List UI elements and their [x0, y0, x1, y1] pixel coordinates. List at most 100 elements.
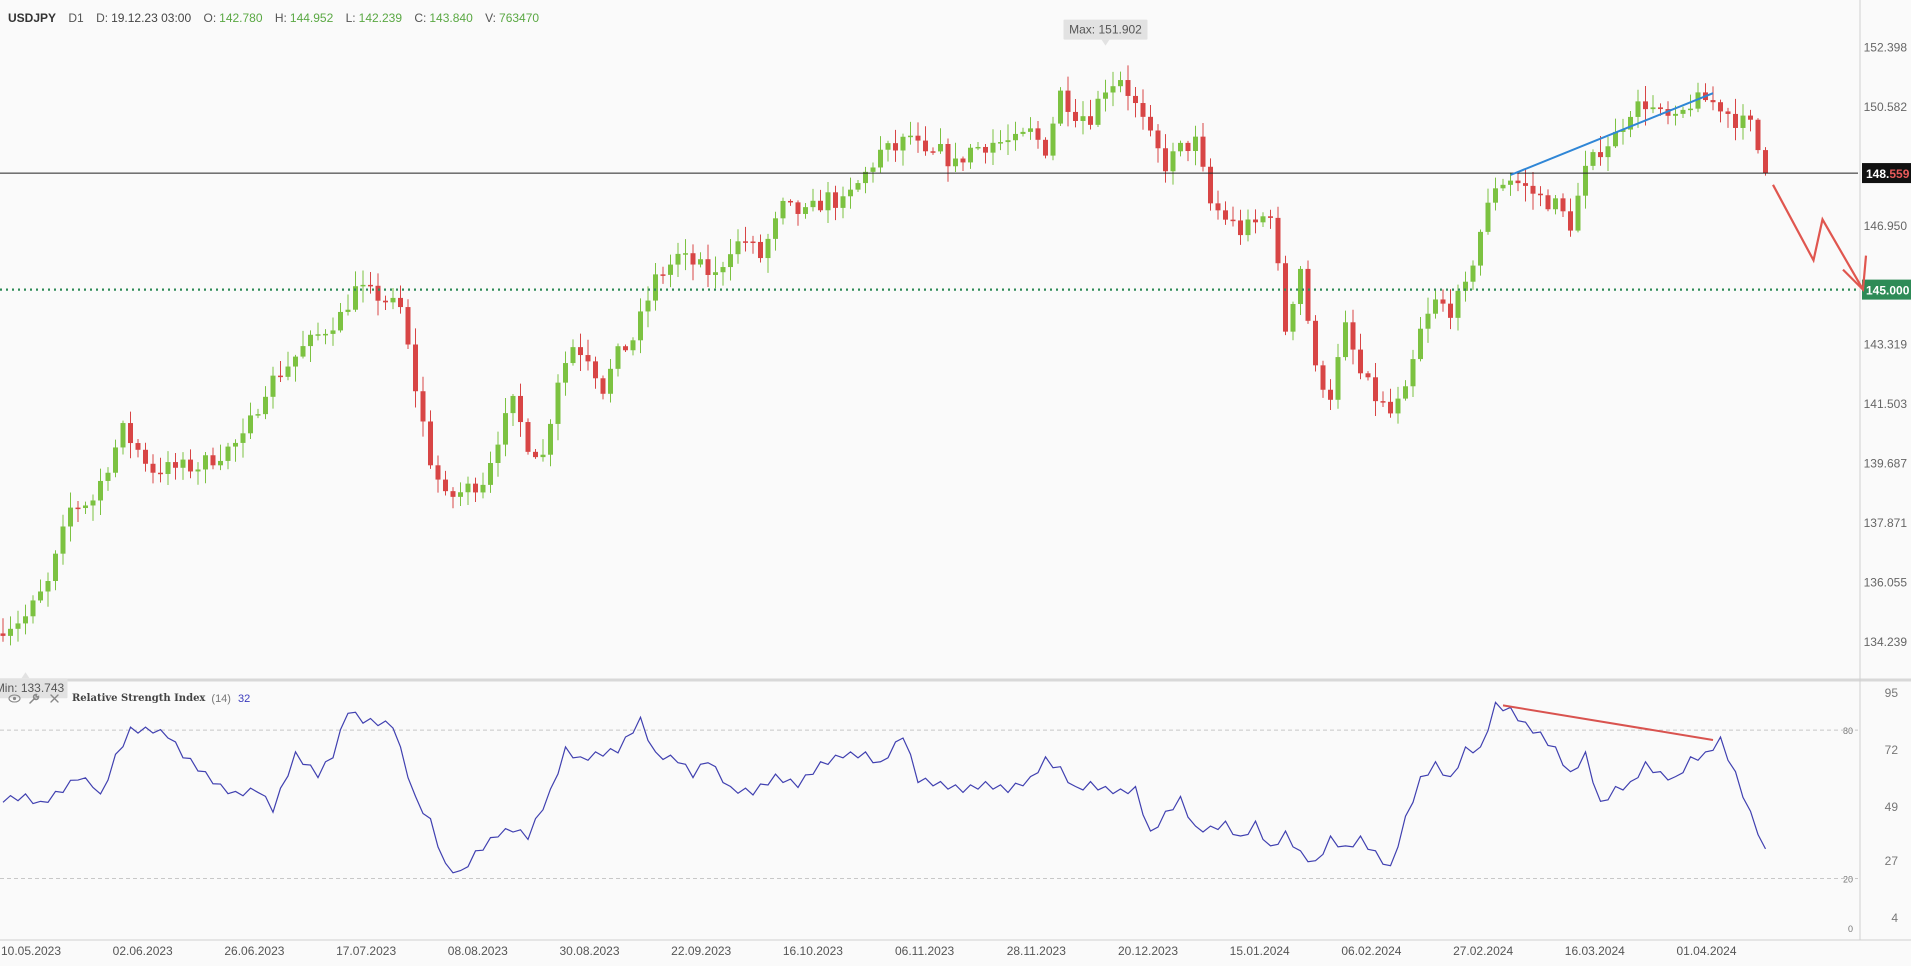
rsi-tick-label: 4 [1891, 911, 1898, 925]
candle-body [1500, 184, 1506, 189]
candle-body [803, 207, 808, 214]
candle-body [1553, 198, 1558, 210]
candle-body [135, 443, 141, 450]
time-tick-label: 01.04.2024 [1676, 944, 1736, 958]
candle-body [1635, 101, 1641, 117]
max-callout [1063, 19, 1148, 40]
candle-body [1185, 142, 1191, 152]
rsi-tick-label: 95 [1885, 686, 1899, 700]
candle-body [1110, 86, 1116, 93]
rsi-tick-label: 27 [1885, 854, 1899, 868]
candle-body [323, 333, 328, 336]
candle-body [855, 183, 861, 190]
candle-body [38, 591, 43, 601]
candle-body [1313, 320, 1318, 366]
candle-body [615, 346, 621, 369]
candle-body [1140, 103, 1146, 117]
volume-value: 763470 [499, 11, 540, 25]
candle-body [758, 241, 763, 259]
candle-body [15, 623, 21, 629]
candle-body [870, 167, 876, 172]
candle-body [1395, 398, 1401, 414]
candle-body [1658, 107, 1663, 110]
rsi-trendline [1502, 704, 1714, 741]
candle-body [120, 423, 126, 448]
candle-body [1080, 116, 1086, 121]
time-tick-label: 27.02.2024 [1453, 944, 1513, 958]
candle-body [465, 483, 471, 493]
candle-body [338, 311, 343, 331]
candle-body [915, 135, 921, 141]
rsi-tick-label: 0 [1848, 924, 1853, 934]
candle-body [30, 600, 36, 617]
support-price-label: 145.000 [1866, 284, 1910, 298]
candle-body [938, 143, 943, 152]
candle-body [585, 355, 591, 362]
candle-body [345, 309, 351, 312]
low-value: 142.239 [358, 11, 403, 25]
low-label: L: [345, 11, 356, 25]
candle-body [90, 500, 96, 506]
wrench-icon[interactable] [28, 692, 41, 705]
candle-body [1350, 322, 1356, 350]
candle-body [1335, 357, 1341, 400]
candle-body [150, 463, 156, 473]
current-price-label: 148.559 [1866, 167, 1910, 181]
candle-body [353, 286, 358, 310]
candle-body [1590, 152, 1596, 166]
candle-body [923, 140, 928, 152]
indicator-value: 32 [237, 692, 251, 705]
candle-body [1695, 92, 1701, 109]
candle-body [555, 382, 561, 424]
candle-body [578, 347, 583, 356]
candle-body [443, 479, 448, 492]
candle-body [255, 414, 261, 416]
candle-body [1748, 115, 1753, 120]
candle-body [773, 218, 778, 239]
candle-body [413, 344, 418, 392]
candle-body [458, 492, 463, 497]
candle-body [308, 334, 313, 347]
candle-body [53, 553, 58, 582]
candle-body [1193, 136, 1198, 152]
candle-body [1328, 389, 1333, 400]
candle-body [1283, 263, 1288, 332]
high-value: 144.952 [289, 11, 334, 25]
rsi-tick-label: 72 [1885, 743, 1899, 757]
candle-body [1358, 349, 1363, 374]
candle-body [300, 346, 306, 357]
candle-body [570, 347, 576, 364]
price-tick-label: 146.950 [1864, 219, 1908, 233]
candle-body [405, 307, 411, 345]
candle-body [1118, 80, 1123, 87]
price-panel: Max: 151.902 Min: 133.743 [0, 19, 1868, 699]
close-icon[interactable] [48, 692, 61, 705]
candle-body [1373, 377, 1378, 402]
candle-body [810, 200, 816, 208]
candle-body [1485, 202, 1491, 232]
candle-body [315, 334, 321, 336]
candle-body [240, 433, 246, 443]
candle-body [728, 254, 733, 268]
candle-body [788, 200, 793, 203]
price-tick-label: 143.319 [1864, 338, 1908, 352]
indicator-period: (14) [211, 692, 231, 705]
open-value: 142.780 [219, 11, 263, 25]
candle-body [885, 143, 891, 150]
indicator-name: Relative Strength Index [72, 693, 206, 704]
candle-body [1665, 109, 1671, 116]
candle-body [1095, 98, 1101, 125]
candle-body [675, 253, 681, 265]
candle-body [188, 459, 193, 472]
eye-icon[interactable] [8, 692, 21, 705]
candle-body [518, 395, 523, 423]
candle-body [683, 253, 688, 255]
candle-body [1613, 131, 1618, 147]
candle-body [908, 135, 913, 138]
candle-body [1148, 116, 1153, 131]
candle-body [263, 396, 268, 415]
candle-body [1688, 108, 1693, 111]
rsi-tick-label: 49 [1885, 800, 1899, 814]
candle-body [1125, 80, 1131, 96]
candle-body [1508, 180, 1513, 185]
